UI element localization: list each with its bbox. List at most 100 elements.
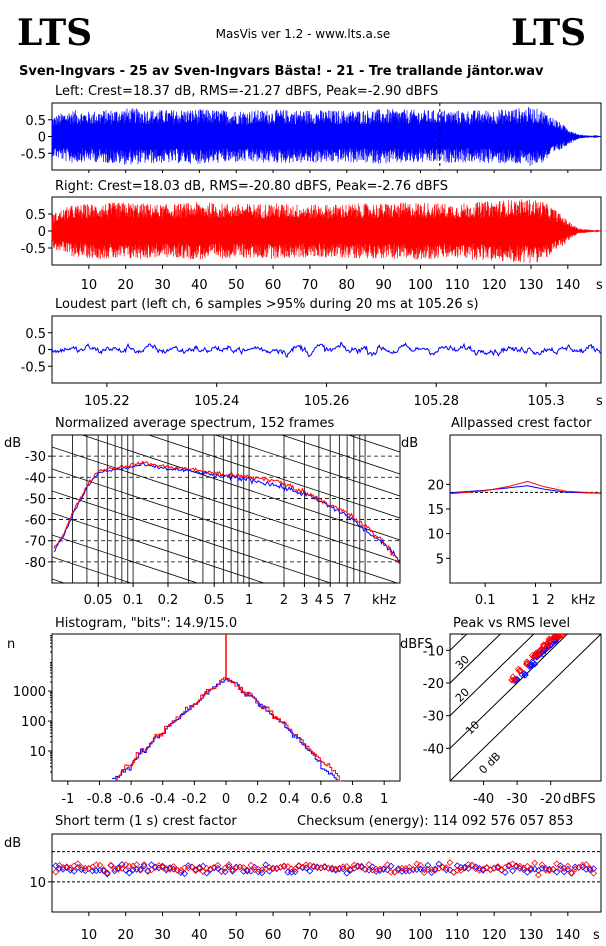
spectrum-slope-line — [52, 512, 266, 583]
loudest-part-xtick-label: 105.28 — [414, 394, 460, 409]
short-term-point — [568, 869, 575, 877]
right_waveform-ytick-label: -0.5 — [21, 242, 46, 257]
spectrum-title: Normalized average spectrum, 152 frames — [55, 416, 334, 431]
short-term-point — [365, 861, 373, 868]
short-term-point — [553, 868, 561, 876]
short-term-point — [372, 865, 380, 873]
spectrum-xtick-label: 3 — [300, 593, 308, 608]
short-term-point — [103, 869, 111, 877]
histogram-xtick-label: -0.6 — [118, 792, 143, 807]
peak-rms-crest-label: 40 — [456, 620, 475, 639]
allpassed-xtick-label: 0.1 — [475, 593, 496, 608]
histogram-ytick-label: 100 — [21, 715, 46, 730]
short-term-point — [549, 865, 557, 873]
right_waveform-ytick-label: 0 — [38, 225, 46, 240]
spectrum-xtick-label: 2 — [280, 593, 288, 608]
short-term-xtick-label: 140 — [555, 928, 580, 943]
histogram-xtick-label: 0.8 — [342, 792, 363, 807]
checksum-label: Checksum (energy): 114 092 576 057 853 — [297, 814, 573, 829]
spectrum-slope-line — [52, 468, 399, 583]
left_waveform-ytick-label: 0 — [38, 131, 46, 146]
short-term-point — [380, 866, 388, 873]
loudest-part-xtick-label: 105.3 — [527, 394, 564, 409]
spectrum-xtick-label: 7 — [343, 593, 351, 608]
app-title: MasVis ver 1.2 - www.lts.a.se — [216, 27, 391, 41]
spectrum-slope-line — [80, 435, 400, 541]
right_waveform-xtick-label: 20 — [117, 278, 134, 293]
short-term-point — [557, 865, 564, 872]
allpassed-ytick-label: 10 — [427, 528, 444, 543]
right_waveform-xtick-label: 110 — [445, 278, 470, 293]
allpassed-xtick-label: 2 — [547, 593, 555, 608]
short-term-point — [442, 864, 450, 872]
allpassed-ytick-label: 5 — [436, 552, 444, 567]
spectrum-slope-line — [52, 556, 132, 583]
short-term-point — [531, 859, 539, 867]
loudest-part-ytick-label: 0.5 — [25, 327, 46, 342]
peak-rms-point — [508, 676, 515, 684]
histogram-ytick-label: 10 — [29, 745, 46, 760]
short-term-point — [199, 868, 207, 876]
short-term-point — [103, 870, 111, 878]
left_waveform-ytick-label: 0.5 — [25, 114, 46, 129]
loudest-part-xtick-label: 105.22 — [84, 394, 130, 409]
peak-rms-xunit: dBFS — [563, 792, 596, 807]
short-term-point — [420, 869, 428, 876]
short-term-point — [225, 861, 233, 869]
short-term-xtick-label: 100 — [408, 928, 433, 943]
short-term-point — [133, 861, 141, 869]
loudest-part-xtick-label: 105.26 — [304, 394, 350, 409]
allpassed-series-right — [449, 480, 602, 495]
short-term-ylabel: dB — [4, 836, 21, 851]
short-term-point — [214, 862, 222, 869]
file-title: Sven-Ingvars - 25 av Sven-Ingvars Bästa!… — [19, 64, 544, 79]
peak-rms-point — [560, 634, 567, 639]
spectrum-ytick-label: -70 — [25, 535, 46, 550]
short-term-point — [398, 864, 406, 872]
peak-rms-point — [553, 634, 560, 641]
short-term-point — [229, 867, 236, 875]
logo-left: LTS — [17, 12, 92, 54]
right_waveform-xtick-label: 130 — [519, 278, 544, 293]
histogram-xtick-label: 0 — [222, 792, 230, 807]
short-term-xtick-label: 120 — [482, 928, 507, 943]
short-term-point — [107, 861, 115, 869]
peak-rms-ytick-label: -20 — [423, 677, 444, 692]
allpassed-xunit: kHz — [571, 593, 595, 608]
short-term-point — [498, 866, 505, 874]
short-term-point — [527, 864, 535, 872]
short-term-point — [494, 863, 502, 870]
right_waveform-xtick-label: 90 — [375, 278, 392, 293]
short-term-point — [538, 861, 546, 869]
short-term-point — [538, 864, 546, 872]
short-term-point — [590, 869, 598, 877]
spectrum-slope-line — [52, 446, 400, 563]
short-term-point — [509, 860, 516, 868]
peak-rms-xtick-label: -40 — [473, 792, 494, 807]
spectrum-slope-line — [280, 435, 400, 475]
short-term-point — [140, 861, 148, 868]
short-term-point — [74, 860, 82, 868]
histogram-xtick-label: -0.8 — [87, 792, 112, 807]
short-term-point — [125, 869, 133, 877]
short-term-point — [288, 865, 295, 873]
short-term-point — [582, 861, 590, 868]
short-term-point — [516, 862, 524, 870]
peak-rms-point — [521, 671, 529, 679]
short-term-point — [221, 864, 229, 872]
short-term-point — [262, 861, 270, 869]
peak-rms-point — [526, 663, 534, 671]
short-term-point — [424, 861, 432, 869]
left_waveform-waveform-line — [51, 107, 601, 166]
spectrum-xtick-label: 4 — [315, 593, 323, 608]
spectrum-xtick-label: 5 — [326, 593, 334, 608]
loudest-part-xunit: s — [596, 394, 603, 409]
short-term-crest-title: Short term (1 s) crest factor — [55, 814, 237, 829]
spectrum-ytick-label: -80 — [25, 556, 46, 571]
short-term-xtick-label: 70 — [302, 928, 319, 943]
right_waveform-ytick-label: 0.5 — [25, 208, 46, 223]
peak-rms-point — [540, 642, 548, 650]
histogram-series-right — [115, 677, 342, 782]
peak-rms-ytick-label: -10 — [423, 644, 444, 659]
